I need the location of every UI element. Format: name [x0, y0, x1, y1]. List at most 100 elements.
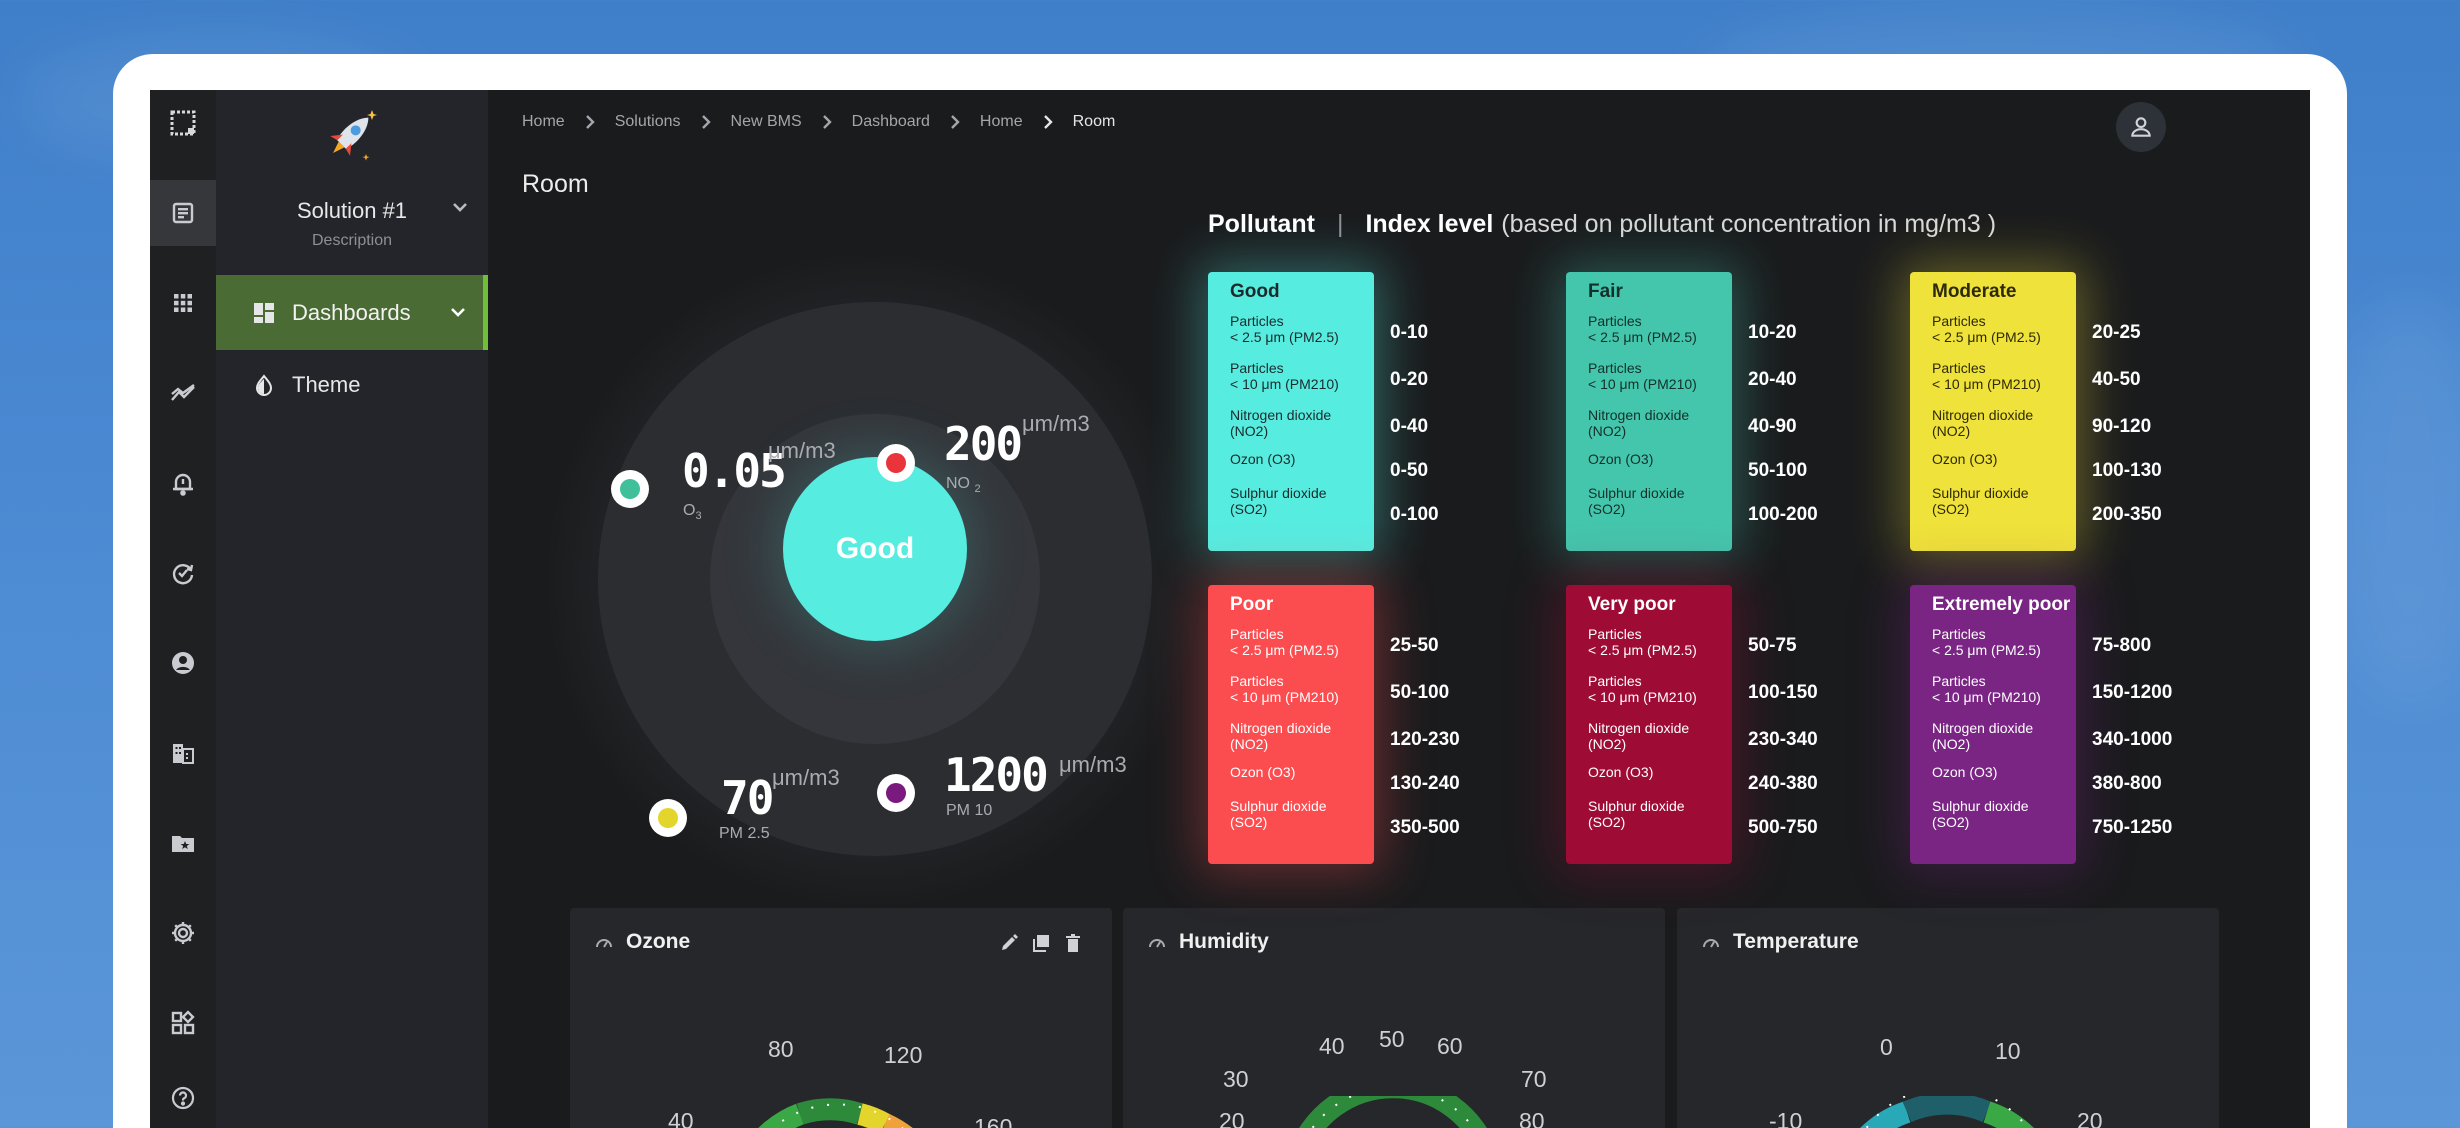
folder-icon[interactable]: [150, 810, 216, 876]
reading-value-pm25: 70: [721, 771, 774, 825]
ozone-widget[interactable]: Ozone 80 120 40 160: [570, 908, 1112, 1128]
chevron-down-icon[interactable]: [447, 301, 469, 323]
index-value: 40-50: [2092, 369, 2141, 390]
pollutant-detail: < 10 μm (PM210): [1230, 689, 1339, 705]
breadcrumb-item[interactable]: Home: [979, 113, 1023, 130]
reading-label-o3: O3: [683, 502, 702, 523]
pollutant-detail: < 2.5 μm (PM2.5): [1588, 329, 1697, 345]
pollutant-detail: (SO2): [1230, 501, 1268, 517]
pollutant-label: Sulphur dioxide (SO2): [1230, 798, 1374, 845]
pollutant-label: Sulphur dioxide (SO2): [1588, 798, 1732, 845]
pollutant-name: Sulphur dioxide: [1588, 485, 1685, 501]
pollutant-name: Sulphur dioxide: [1588, 798, 1685, 814]
breadcrumb-item[interactable]: Solutions: [614, 113, 681, 130]
index-value: 130-240: [1390, 773, 1460, 794]
widgets-icon[interactable]: [150, 990, 216, 1056]
breadcrumb-item[interactable]: New BMS: [730, 113, 802, 130]
gauge-tick: 20: [1219, 1108, 1245, 1128]
logo-icon[interactable]: [150, 90, 216, 156]
widget-title: Temperature: [1733, 930, 1859, 953]
pollutant-detail: < 10 μm (PM210): [1932, 376, 2041, 392]
index-value: 75-800: [2092, 635, 2152, 656]
temperature-gauge: [1860, 1096, 2034, 1128]
index-value: 50-75: [1748, 635, 1797, 656]
pollutant-name: Particles: [1932, 626, 1986, 642]
gauge-tick: 30: [1223, 1066, 1249, 1092]
sidebar: Solution #1 Description Dashboards Theme: [216, 90, 488, 1128]
index-card-good: Good Particles < 2.5 μm (PM2.5) Particles < …: [1208, 272, 1374, 551]
index-value: 200-350: [2092, 504, 2162, 525]
heading-index-level: Index level: [1365, 210, 1494, 238]
pollutant-name: Nitrogen dioxide: [1230, 407, 1332, 423]
pollutant-detail: (NO2): [1588, 423, 1627, 439]
gauge-tick: 160: [974, 1114, 1013, 1128]
breadcrumb-current: Room: [1072, 113, 1116, 130]
user-avatar-button[interactable]: [2116, 102, 2166, 152]
temperature-widget[interactable]: Temperature -10 0 10 20: [1677, 908, 2219, 1128]
index-value: 50-100: [1390, 682, 1450, 703]
index-value: 0-10: [1390, 322, 1429, 343]
reading-unit: μm/m3: [1022, 411, 1090, 436]
pollutant-name: Nitrogen dioxide: [1932, 407, 2034, 423]
index-level-name: Moderate: [1932, 281, 2017, 302]
copy-icon[interactable]: [1030, 932, 1052, 954]
apps-icon[interactable]: [150, 270, 216, 336]
pollutant-label: Ozon (O3): [1588, 764, 1732, 798]
index-value: 380-800: [2092, 773, 2162, 794]
pollutant-detail: (NO2): [1932, 423, 1971, 439]
gauge-tick: 40: [668, 1108, 694, 1128]
chevron-right-icon: [951, 115, 960, 129]
chevron-down-icon[interactable]: [449, 196, 471, 218]
index-value: 0-20: [1390, 369, 1429, 390]
breadcrumb-item[interactable]: Home: [522, 113, 565, 130]
ozone-gauge: [758, 1098, 913, 1128]
analytics-icon[interactable]: [150, 360, 216, 426]
pollutant-detail: < 10 μm (PM210): [1588, 376, 1697, 392]
pollutant-label: Particles < 10 μm (PM210): [1588, 360, 1732, 407]
pollutant-detail: < 10 μm (PM210): [1230, 376, 1339, 392]
chevron-right-icon: [585, 115, 595, 129]
reading-marker-o3: [611, 470, 649, 508]
pollutant-label: Nitrogen dioxide (NO2): [1932, 720, 2076, 764]
pollutant-name: Nitrogen dioxide: [1588, 720, 1690, 736]
index-card-moderate: Moderate Particles < 2.5 μm (PM2.5) Particl…: [1910, 272, 2076, 551]
index-level-name: Poor: [1230, 594, 1274, 615]
pollutant-name: Particles: [1588, 673, 1642, 689]
sync-icon[interactable]: [150, 540, 216, 606]
index-value: 50-100: [1748, 460, 1808, 481]
pollutant-detail: < 2.5 μm (PM2.5): [1588, 642, 1697, 658]
gauge-tick: 120: [884, 1042, 923, 1068]
sidebar-item-theme[interactable]: Theme: [216, 350, 488, 420]
pollutant-name: Ozon (O3): [1230, 764, 1296, 780]
gauge-tick: 50: [1379, 1026, 1405, 1052]
index-card-poor: Poor Particles < 2.5 μm (PM2.5) Particles < …: [1208, 585, 1374, 864]
dashboard-icon[interactable]: [150, 180, 216, 246]
building-icon[interactable]: [150, 720, 216, 786]
solution-title[interactable]: Solution #1: [296, 198, 408, 223]
sidebar-item-dashboards[interactable]: Dashboards: [216, 275, 488, 350]
index-value: 350-500: [1390, 817, 1460, 838]
account-icon[interactable]: [150, 630, 216, 696]
index-value: 40-90: [1748, 416, 1797, 437]
reading-label-no2: NO 2: [946, 475, 981, 496]
index-value: 20-25: [2092, 322, 2141, 343]
pollutant-detail: (SO2): [1230, 814, 1268, 830]
chevron-right-icon: [822, 115, 832, 129]
delete-icon[interactable]: [1062, 932, 1084, 954]
help-icon[interactable]: [150, 1065, 216, 1128]
theme-drop-icon: [255, 374, 273, 396]
dashboard-grid-icon: [254, 302, 274, 323]
rocket-logo-icon: [330, 110, 377, 161]
humidity-widget[interactable]: Humidity 20 30 40 50 60 70 80: [1123, 908, 1665, 1128]
reading-unit: μm/m3: [1059, 752, 1127, 777]
alarm-icon[interactable]: [150, 450, 216, 516]
index-value: 20-40: [1748, 369, 1797, 390]
reading-unit: μm/m3: [768, 438, 836, 463]
breadcrumb-item[interactable]: Dashboard: [851, 113, 930, 130]
pollutant-label: Ozon (O3): [1932, 764, 2076, 798]
index-value: 230-340: [1748, 729, 1818, 750]
pollutant-detail: (NO2): [1230, 736, 1269, 752]
edit-icon[interactable]: [998, 932, 1020, 954]
settings-icon[interactable]: [150, 900, 216, 966]
gauge-icon: [1149, 939, 1165, 948]
